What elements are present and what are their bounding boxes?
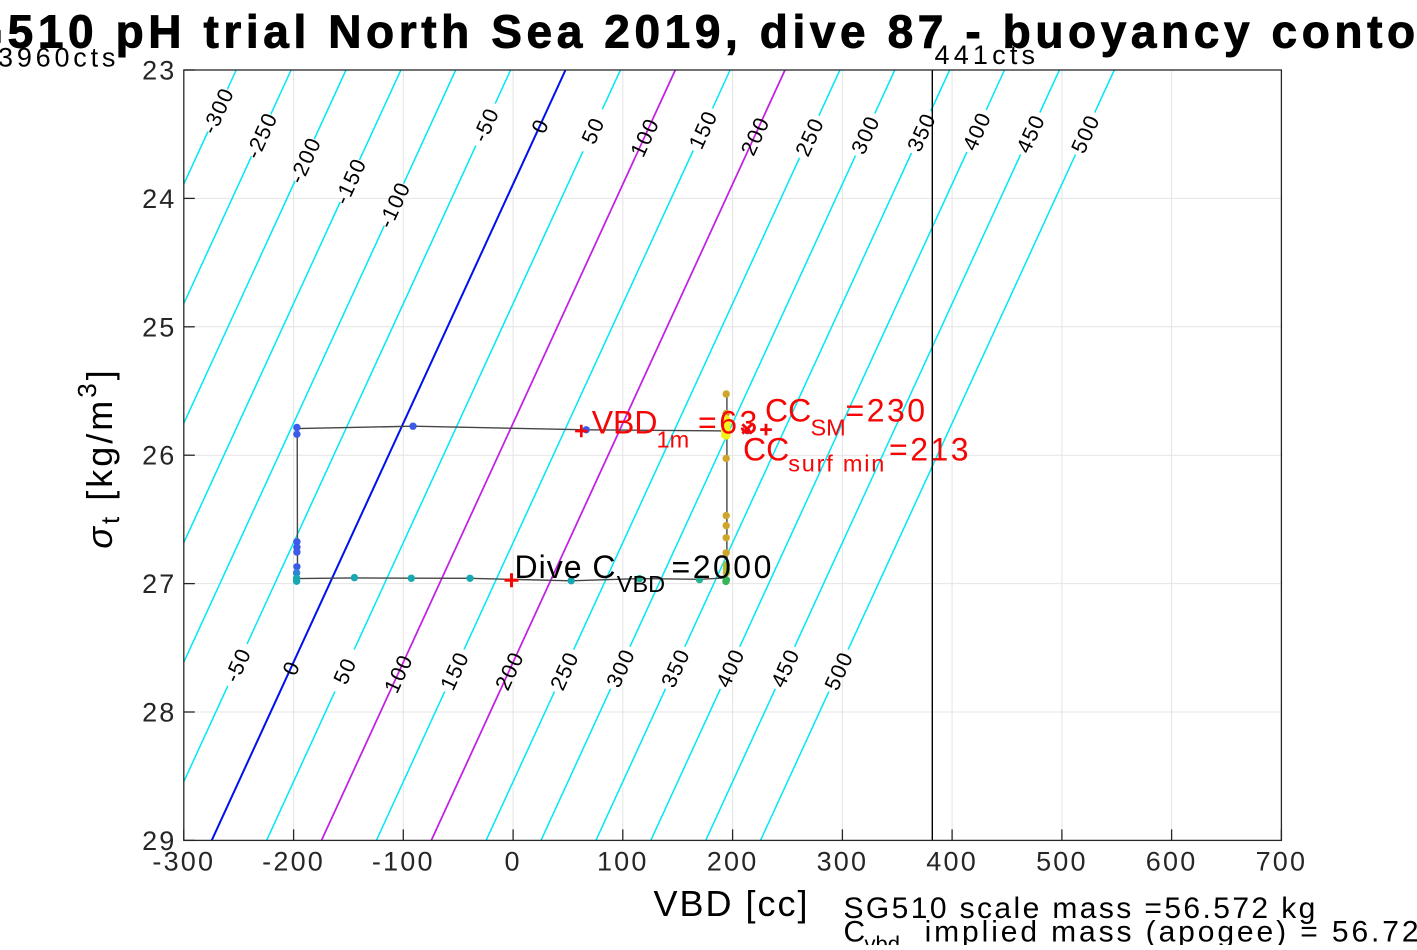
svg-text:23: 23 (142, 56, 176, 86)
svg-text:3960cts: 3960cts (0, 43, 119, 73)
svg-text:VBD: VBD (592, 404, 658, 440)
svg-text:=230: =230 (846, 393, 928, 429)
svg-text:VBD [cc]: VBD [cc] (653, 883, 809, 924)
svg-text:-200: -200 (262, 847, 325, 877)
svg-text:=2000: =2000 (672, 549, 774, 585)
svg-text:VBD: VBD (617, 571, 665, 597)
svg-text:vbd: vbd (865, 932, 900, 946)
svg-text:400: 400 (926, 847, 978, 877)
svg-text:implied mass (apogee) = 56.726: implied mass (apogee) = 56.726 kg (925, 916, 1417, 946)
svg-text:200: 200 (707, 847, 759, 877)
svg-text:600: 600 (1146, 847, 1198, 877)
svg-text:=213: =213 (889, 432, 971, 468)
svg-text:100: 100 (597, 847, 649, 877)
svg-text:29: 29 (142, 826, 176, 856)
svg-text:C: C (844, 916, 866, 946)
svg-text:CC: CC (765, 393, 811, 429)
svg-text:SG510 pH trial North Sea 2019,: SG510 pH trial North Sea 2019, dive 87 -… (0, 6, 1417, 58)
svg-text:24: 24 (142, 184, 176, 214)
svg-text:500: 500 (1036, 847, 1088, 877)
svg-text:Dive C: Dive C (515, 549, 617, 585)
svg-text:-300: -300 (152, 847, 215, 877)
svg-text:=63: =63 (698, 404, 760, 440)
svg-text:1m: 1m (657, 427, 690, 453)
svg-text:25: 25 (142, 312, 176, 342)
svg-text:441cts: 441cts (935, 40, 1040, 70)
svg-text:surf min: surf min (788, 451, 886, 477)
svg-text:σt [kg/m3]: σt [kg/m3] (72, 367, 125, 548)
svg-text:SG510 scale mass =56.572 kg: SG510 scale mass =56.572 kg (844, 892, 1318, 925)
svg-text:CC: CC (743, 432, 789, 468)
svg-text:0: 0 (504, 847, 521, 877)
svg-text:27: 27 (142, 569, 176, 599)
svg-text:300: 300 (817, 847, 869, 877)
svg-text:700: 700 (1256, 847, 1308, 877)
svg-text:SM: SM (811, 415, 846, 441)
svg-text:-100: -100 (372, 847, 435, 877)
svg-text:26: 26 (142, 441, 176, 471)
svg-text:28: 28 (142, 698, 176, 728)
